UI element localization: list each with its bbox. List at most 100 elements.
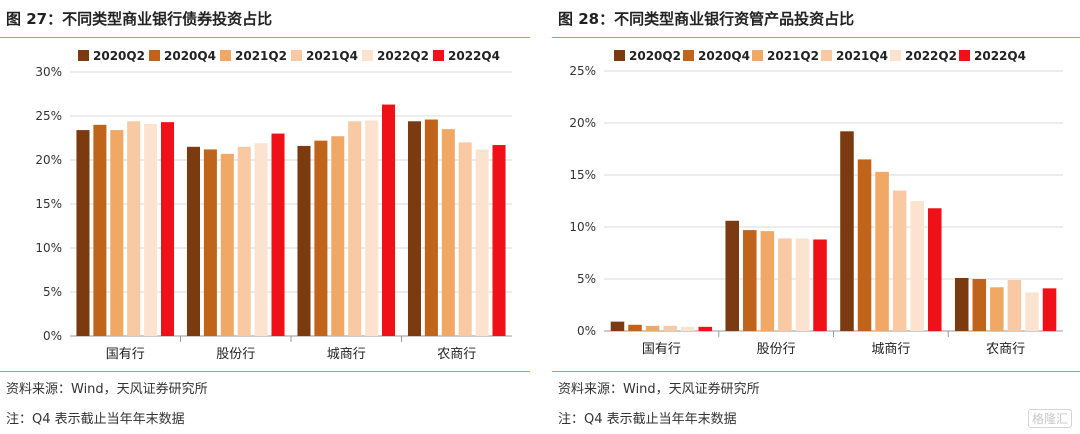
legend-swatch <box>959 50 970 61</box>
bar-2022Q4-股份行 <box>813 239 827 331</box>
y-tick-label: 25% <box>35 109 62 123</box>
bar-2020Q2-农商行 <box>954 277 969 331</box>
legend-swatch <box>683 50 694 61</box>
legend-swatch <box>220 50 231 61</box>
y-tick-label: 15% <box>569 168 596 182</box>
bar-2020Q4-农商行 <box>972 279 987 331</box>
legend-label: 2021Q4 <box>836 49 888 63</box>
bar-2020Q2-农商行 <box>407 121 422 336</box>
x-category-label: 城商行 <box>327 347 366 362</box>
legend-swatch <box>149 50 160 61</box>
footnote: 注：Q4 表示截止当年年末数据 <box>558 412 737 427</box>
y-tick-label: 10% <box>35 241 62 255</box>
bar-2022Q2-农商行 <box>1025 292 1039 331</box>
bond-investment-bar-chart: 0% 5% 10% 15% 20% 25% 30% 国有行 股份行 城商行 农商行 2020Q2 202… <box>35 49 512 362</box>
bar-2021Q4-城商行 <box>892 190 907 331</box>
bar-2021Q2-国有行 <box>645 325 660 331</box>
bottom-divider <box>0 371 530 372</box>
bar-2020Q2-国有行 <box>610 321 625 331</box>
bar-2022Q4-城商行 <box>381 104 396 336</box>
legend-label: 2020Q4 <box>164 49 216 63</box>
bar-2021Q2-股份行 <box>220 153 234 336</box>
legend-label: 2022Q4 <box>974 49 1026 63</box>
bar-2022Q2-城商行 <box>365 120 379 337</box>
bar-2020Q2-股份行 <box>186 146 201 336</box>
bar-2021Q2-城商行 <box>875 171 889 331</box>
bar-2021Q2-农商行 <box>441 129 455 336</box>
bar-2020Q2-股份行 <box>725 220 740 331</box>
bar-2020Q4-城商行 <box>314 140 328 336</box>
legend-label: 2020Q2 <box>93 49 145 63</box>
source-note: 资料来源：Wind，天风证券研究所 <box>6 382 208 397</box>
bar-2021Q2-城商行 <box>331 136 345 336</box>
x-category-label: 股份行 <box>757 342 796 357</box>
bond-investment-panel: 图 27：不同类型商业银行债券投资占比 0% 5% 10% 15% 20% 25% 30% 国… <box>0 0 530 434</box>
y-tick-label: 0% <box>43 329 62 343</box>
legend-label: 2022Q4 <box>448 49 500 63</box>
legend-swatch <box>614 50 625 61</box>
bar-2022Q2-国有行 <box>680 326 695 331</box>
bar-2021Q4-国有行 <box>127 121 141 336</box>
bar-2022Q2-股份行 <box>254 143 268 336</box>
bar-2022Q2-城商行 <box>910 201 924 331</box>
bar-2021Q4-农商行 <box>458 142 472 336</box>
x-category-label: 国有行 <box>642 342 681 357</box>
x-category-label: 国有行 <box>106 347 145 362</box>
bar-2022Q2-农商行 <box>475 149 489 336</box>
source-note: 资料来源：Wind，天风证券研究所 <box>558 382 760 397</box>
legend-label: 2021Q2 <box>767 49 819 63</box>
legend-label: 2020Q2 <box>629 49 681 63</box>
legend-label: 2022Q2 <box>377 49 429 63</box>
y-tick-label: 5% <box>43 285 62 299</box>
watermark-logo: 格隆汇 <box>1027 409 1072 428</box>
y-tick-label: 10% <box>569 220 596 234</box>
footnote: 注：Q4 表示截止当年年末数据 <box>6 412 185 427</box>
bar-2021Q4-股份行 <box>778 238 792 331</box>
y-tick-label: 0% <box>577 324 596 338</box>
bar-2022Q4-股份行 <box>271 133 285 336</box>
y-tick-label: 25% <box>569 64 596 78</box>
bar-2020Q2-城商行 <box>297 145 311 336</box>
bar-2020Q4-国有行 <box>93 124 107 336</box>
legend-swatch <box>78 50 89 61</box>
legend-swatch <box>362 50 373 61</box>
y-tick-label: 20% <box>569 116 596 130</box>
bar-2020Q2-城商行 <box>840 131 854 331</box>
figure-title: 图 27：不同类型商业银行债券投资占比 <box>6 10 273 28</box>
asset-management-bar-chart: 0% 5% 10% 15% 20% 25% 国有行 股份行 城商行 农商行 2020Q2 2020Q4… <box>569 49 1063 357</box>
bar-2020Q4-股份行 <box>203 149 217 336</box>
bar-2020Q4-国有行 <box>628 324 642 331</box>
bar-2022Q2-股份行 <box>795 238 810 331</box>
bar-2022Q4-农商行 <box>492 145 506 336</box>
bar-2022Q4-农商行 <box>1042 288 1057 331</box>
bar-2021Q2-国有行 <box>110 130 124 336</box>
legend-swatch <box>821 50 832 61</box>
y-tick-label: 20% <box>35 153 62 167</box>
bottom-divider <box>552 371 1080 372</box>
x-category-label: 农商行 <box>986 342 1025 357</box>
asset-management-panel: 图 28：不同类型商业银行资管产品投资占比 0% 5% 10% 15% 20% 25% 国有… <box>552 0 1080 434</box>
y-tick-label: 5% <box>577 272 596 286</box>
bar-2022Q2-国有行 <box>144 123 158 336</box>
bar-2022Q4-国有行 <box>160 122 175 336</box>
legend-label: 2020Q4 <box>698 49 750 63</box>
figure-title: 图 28：不同类型商业银行资管产品投资占比 <box>558 10 855 28</box>
y-tick-label: 15% <box>35 197 62 211</box>
legend-swatch <box>291 50 302 61</box>
title-divider <box>0 37 530 38</box>
legend-label: 2021Q4 <box>306 49 358 63</box>
bar-2020Q4-股份行 <box>743 230 757 331</box>
x-category-label: 股份行 <box>216 347 255 362</box>
legend-swatch <box>752 50 763 61</box>
bar-2021Q2-股份行 <box>760 231 775 331</box>
x-category-label: 城商行 <box>871 342 910 357</box>
legend-swatch <box>433 50 444 61</box>
bar-2021Q4-城商行 <box>348 121 362 336</box>
y-tick-label: 30% <box>35 65 62 79</box>
legend-swatch <box>890 50 901 61</box>
bar-2021Q2-农商行 <box>990 287 1004 331</box>
bar-2020Q4-农商行 <box>424 119 438 337</box>
bar-2021Q4-股份行 <box>237 146 251 336</box>
bar-2020Q2-国有行 <box>76 130 90 336</box>
x-category-label: 农商行 <box>437 347 476 362</box>
